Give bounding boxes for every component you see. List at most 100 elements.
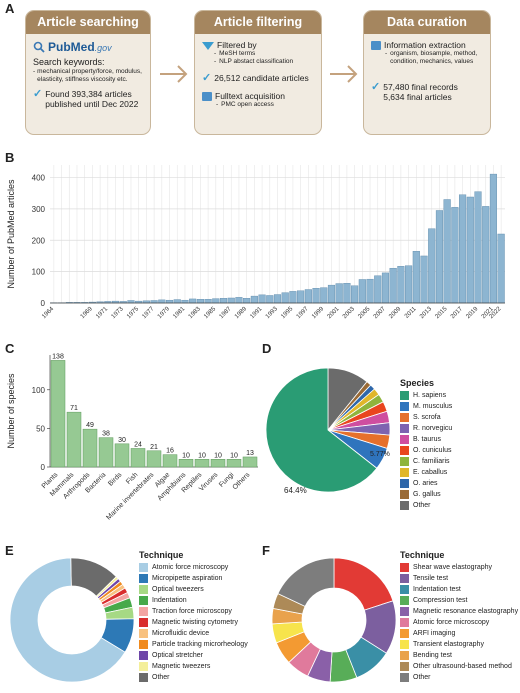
x-tick-label: 1993 (264, 305, 279, 320)
x-tick-label: 2013 (418, 305, 433, 320)
bar (489, 173, 497, 304)
legend-item: Other (400, 672, 518, 683)
legend-swatch (139, 607, 148, 616)
bar (343, 283, 351, 304)
bar (405, 265, 413, 304)
x-tick-label: 2015 (434, 305, 449, 320)
bar (273, 294, 282, 304)
bar (181, 299, 189, 304)
legend-swatch (400, 446, 409, 455)
bar (281, 292, 289, 304)
legend-item: C. familiaris (400, 456, 452, 467)
filter-icon (202, 42, 214, 50)
check-icon: ✓ (33, 88, 43, 101)
bar (381, 272, 390, 304)
x-tick-label: 1983 (187, 305, 202, 320)
legend-item: Other (139, 672, 248, 683)
legend-item: Traction force microscopy (139, 606, 248, 617)
legend-item: Optical stretcher (139, 650, 248, 661)
technique-donut-chart-f (271, 557, 397, 683)
x-tick-label: 1971 (95, 305, 110, 320)
legend-item: Microfluidic device (139, 628, 248, 639)
x-tick-label: 2001 (326, 305, 341, 320)
bar (289, 291, 297, 304)
legend-label: O. aries (413, 480, 438, 487)
legend-item: Other (400, 500, 452, 511)
panel-letter-f: F (262, 543, 270, 558)
x-tick-label: 1975 (125, 305, 140, 320)
filter-item: MeSH terms (219, 50, 256, 58)
technique-legend-title-e: Technique (139, 550, 184, 560)
bar (420, 255, 428, 304)
article-searching-box: Article searching PubMed.gov Search keyw… (25, 10, 151, 135)
y-axis-title: Number of PubMed articles (6, 179, 16, 289)
legend-label: Atomic force microscopy (413, 619, 490, 626)
y-tick-label: 200 (32, 236, 46, 245)
legend-swatch (139, 563, 148, 572)
check-icon: ✓ (202, 72, 212, 85)
x-tick-label: 2005 (357, 305, 372, 320)
legend-swatch (400, 585, 409, 594)
legend-label: Shear wave elastography (413, 564, 492, 571)
data-label: 13 (246, 450, 254, 457)
data-label: 21 (150, 444, 158, 451)
article-filtering-title: Article filtering (195, 11, 321, 34)
legend-swatch (400, 424, 409, 433)
bar (466, 196, 474, 304)
legend-label: M. musculus (413, 403, 453, 410)
data-label: 10 (230, 452, 238, 459)
legend-label: S. scrofa (413, 414, 441, 421)
magnifier-icon (33, 41, 45, 53)
legend-label: E. caballus (413, 469, 448, 476)
legend-swatch (400, 618, 409, 627)
legend-label: Other (413, 674, 431, 681)
legend-label: O. cuniculus (413, 447, 452, 454)
bar (366, 278, 374, 304)
y-tick-label: 0 (41, 299, 46, 308)
filtered-by: Filtered by (217, 40, 257, 50)
arrow-right-icon (160, 65, 188, 83)
data-curation-box: Data curation Information extraction - or… (363, 10, 491, 135)
x-tick-label: 1995 (280, 305, 295, 320)
legend-item: B. taurus (400, 434, 452, 445)
panel-letter-c: C (5, 341, 15, 356)
article-filtering-box: Article filtering Filtered by - MeSH term… (194, 10, 322, 135)
legend-swatch (400, 673, 409, 682)
fulltext-acquisition: Fulltext acquisition (215, 91, 285, 102)
data-label: 16 (166, 448, 174, 455)
bar (389, 267, 397, 304)
legend-swatch (400, 391, 409, 400)
data-label: 71 (70, 405, 78, 412)
legend-item: R. norvegicu (400, 423, 452, 434)
bar (130, 448, 146, 468)
bar (165, 299, 174, 304)
bar (210, 459, 226, 468)
legend-swatch (400, 490, 409, 499)
x-tick-label: Others (232, 471, 252, 491)
bar (474, 191, 482, 304)
x-tick-label: 1981 (172, 305, 187, 320)
legend-item: M. musculus (400, 401, 452, 412)
data-label: 10 (214, 452, 222, 459)
bar (196, 299, 204, 304)
legend-label: Magnetic tweezers (152, 663, 211, 670)
legend-swatch (139, 596, 148, 605)
legend-label: Indentation (152, 597, 187, 604)
legend-label: Other (152, 674, 170, 681)
technique-legend-f: Technique Shear wave elastography Tensile… (400, 550, 518, 683)
arrow-right-icon (330, 65, 358, 83)
x-tick-label: 2017 (449, 305, 464, 320)
bar (397, 266, 405, 304)
legend-label: Transient elastography (413, 641, 484, 648)
legend-label: G. gallus (413, 491, 441, 498)
bar (173, 299, 181, 304)
bar (127, 300, 135, 304)
extraction-fields: organism, biosample, method, condition, … (390, 50, 478, 66)
bar (158, 299, 166, 304)
x-tick-label: 1989 (233, 305, 248, 320)
data-label: 24 (134, 441, 142, 448)
bar (335, 283, 343, 304)
x-tick-label: 1977 (141, 305, 156, 320)
